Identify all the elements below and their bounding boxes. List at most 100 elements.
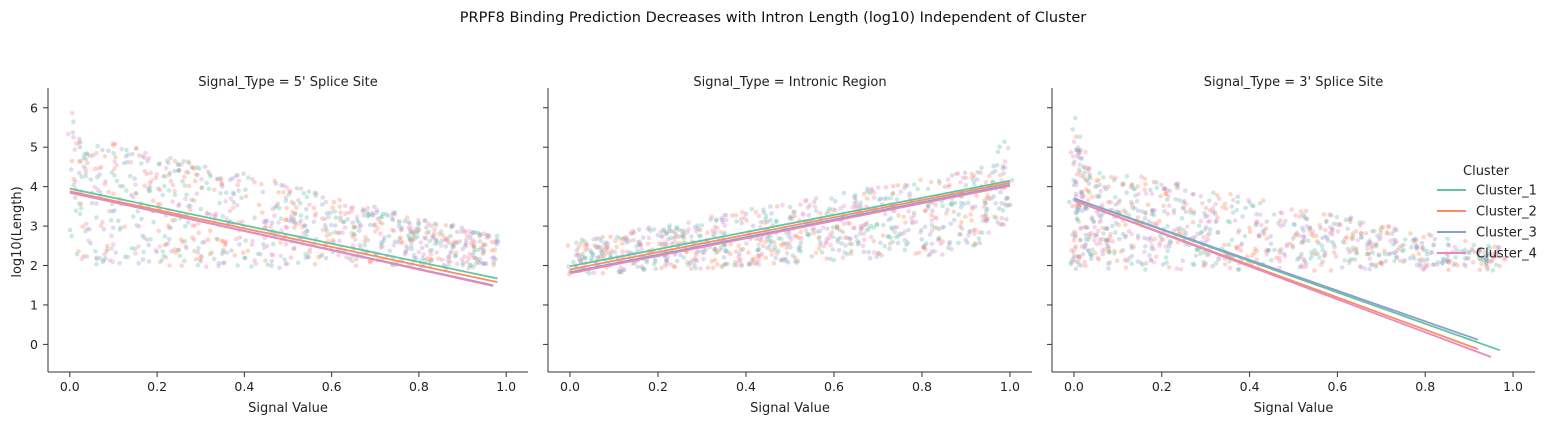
scatter-point-cluster-4 bbox=[955, 171, 961, 176]
scatter-point-cluster-3 bbox=[67, 227, 73, 233]
scatter-point-cluster-4 bbox=[1302, 259, 1307, 264]
scatter-point-cluster-1 bbox=[826, 208, 831, 214]
scatter-point-cluster-4 bbox=[263, 220, 269, 226]
scatter-point-cluster-2 bbox=[849, 241, 855, 247]
scatter-point-cluster-4 bbox=[1463, 263, 1468, 269]
scatter-point-cluster-4 bbox=[710, 228, 715, 233]
scatter-point-cluster-3 bbox=[274, 203, 279, 209]
scatter-point-cluster-1 bbox=[176, 168, 181, 173]
scatter-point-cluster-2 bbox=[1153, 221, 1159, 226]
scatter-point-cluster-3 bbox=[1256, 233, 1262, 239]
scatter-point-cluster-4 bbox=[283, 261, 288, 267]
scatter-point-cluster-1 bbox=[1124, 174, 1130, 179]
scatter-point-cluster-3 bbox=[132, 176, 137, 181]
scatter-point-cluster-3 bbox=[139, 216, 144, 222]
scatter-point-cluster-3 bbox=[720, 219, 725, 225]
scatter-point-cluster-1 bbox=[845, 252, 850, 257]
scatter-point-cluster-3 bbox=[389, 216, 395, 221]
scatter-point-cluster-3 bbox=[1080, 208, 1085, 214]
scatter-point-cluster-3 bbox=[1134, 198, 1140, 204]
scatter-point-cluster-4 bbox=[1422, 263, 1428, 268]
scatter-point-cluster-3 bbox=[311, 219, 317, 225]
scatter-point-cluster-4 bbox=[1139, 174, 1144, 179]
scatter-point-cluster-1 bbox=[1165, 223, 1170, 229]
scatter-point-cluster-1 bbox=[88, 177, 94, 182]
scatter-point-cluster-4 bbox=[1070, 154, 1076, 159]
scatter-point-cluster-2 bbox=[796, 235, 801, 241]
scatter-point-cluster-4 bbox=[301, 230, 307, 236]
scatter-point-cluster-4 bbox=[1149, 191, 1155, 196]
scatter-point-cluster-3 bbox=[463, 242, 468, 248]
scatter-point-cluster-3 bbox=[1303, 261, 1309, 266]
scatter-point-cluster-4 bbox=[1421, 266, 1427, 272]
scatter-point-cluster-1 bbox=[992, 214, 997, 219]
scatter-point-cluster-1 bbox=[1072, 234, 1078, 239]
scatter-point-cluster-2 bbox=[378, 231, 383, 236]
scatter-point-cluster-3 bbox=[382, 235, 387, 241]
scatter-point-cluster-4 bbox=[478, 245, 484, 251]
scatter-point-cluster-4 bbox=[283, 241, 289, 247]
scatter-point-cluster-1 bbox=[603, 245, 608, 251]
scatter-point-cluster-3 bbox=[1124, 190, 1129, 195]
scatter-point-cluster-2 bbox=[80, 224, 85, 229]
scatter-point-cluster-1 bbox=[196, 245, 201, 251]
scatter-point-cluster-1 bbox=[148, 237, 153, 242]
scatter-point-cluster-1 bbox=[866, 226, 872, 232]
x-tick-label: 0.2 bbox=[147, 379, 167, 394]
scatter-point-cluster-3 bbox=[1000, 166, 1006, 171]
scatter-point-cluster-3 bbox=[1081, 175, 1087, 180]
scatter-point-cluster-4 bbox=[1182, 198, 1187, 204]
scatter-point-cluster-3 bbox=[1070, 256, 1076, 262]
scatter-point-cluster-1 bbox=[925, 186, 931, 192]
scatter-point-cluster-4 bbox=[130, 195, 136, 200]
scatter-point-cluster-1 bbox=[746, 262, 752, 267]
scatter-point-cluster-2 bbox=[668, 228, 674, 234]
scatter-point-cluster-1 bbox=[888, 196, 893, 201]
facet-panel-5-splice-site: Signal_Type = 5' Splice Site Signal Valu… bbox=[10, 75, 528, 416]
fit-line-cluster-4 bbox=[69, 191, 494, 287]
scatter-point-cluster-2 bbox=[1264, 236, 1270, 241]
scatter-point-cluster-2 bbox=[1163, 191, 1169, 196]
scatter-point-cluster-4 bbox=[664, 261, 670, 267]
scatter-point-cluster-2 bbox=[477, 233, 483, 239]
scatter-point-cluster-1 bbox=[676, 227, 682, 232]
scatter-point-cluster-3 bbox=[176, 202, 182, 207]
scatter-point-cluster-3 bbox=[365, 237, 371, 243]
scatter-point-cluster-2 bbox=[1220, 205, 1225, 210]
scatter-point-cluster-3 bbox=[855, 238, 860, 244]
scatter-point-cluster-3 bbox=[965, 240, 970, 245]
scatter-point-cluster-2 bbox=[600, 270, 606, 276]
scatter-point-cluster-3 bbox=[1113, 202, 1119, 207]
scatter-point-cluster-4 bbox=[803, 198, 808, 204]
scatter-point-cluster-1 bbox=[598, 249, 604, 255]
scatter-point-cluster-1 bbox=[1340, 239, 1346, 244]
scatter-point-cluster-2 bbox=[1484, 258, 1489, 264]
scatter-point-cluster-4 bbox=[1164, 188, 1169, 193]
scatter-point-cluster-4 bbox=[349, 208, 355, 214]
scatter-point-cluster-4 bbox=[1258, 212, 1263, 217]
scatter-point-cluster-2 bbox=[1123, 233, 1129, 239]
scatter-point-cluster-2 bbox=[947, 182, 952, 188]
scatter-point-cluster-3 bbox=[619, 269, 624, 275]
scatter-point-cluster-1 bbox=[217, 200, 222, 206]
scatter-point-cluster-4 bbox=[1503, 257, 1508, 262]
scatter-point-cluster-1 bbox=[1112, 251, 1117, 256]
scatter-point-cluster-4 bbox=[288, 189, 293, 195]
scatter-point-cluster-3 bbox=[1291, 221, 1297, 227]
scatter-point-cluster-1 bbox=[1143, 267, 1148, 272]
scatter-point-cluster-1 bbox=[835, 225, 840, 230]
scatter-point-cluster-3 bbox=[1462, 256, 1468, 261]
scatter-point-cluster-4 bbox=[1232, 218, 1238, 223]
scatter-point-cluster-3 bbox=[719, 216, 724, 221]
scatter-point-cluster-3 bbox=[1071, 253, 1077, 259]
scatter-point-cluster-3 bbox=[1202, 211, 1207, 216]
scatter-point-cluster-4 bbox=[477, 232, 483, 237]
scatter-point-cluster-4 bbox=[861, 222, 867, 228]
scatter-point-cluster-1 bbox=[409, 229, 414, 235]
scatter-point-cluster-4 bbox=[1429, 249, 1435, 255]
scatter-point-cluster-4 bbox=[900, 231, 905, 237]
scatter-point-cluster-4 bbox=[1466, 256, 1471, 261]
scatter-point-cluster-3 bbox=[1348, 216, 1353, 222]
scatter-point-cluster-2 bbox=[1100, 225, 1105, 231]
scatter-point-cluster-4 bbox=[860, 224, 865, 229]
